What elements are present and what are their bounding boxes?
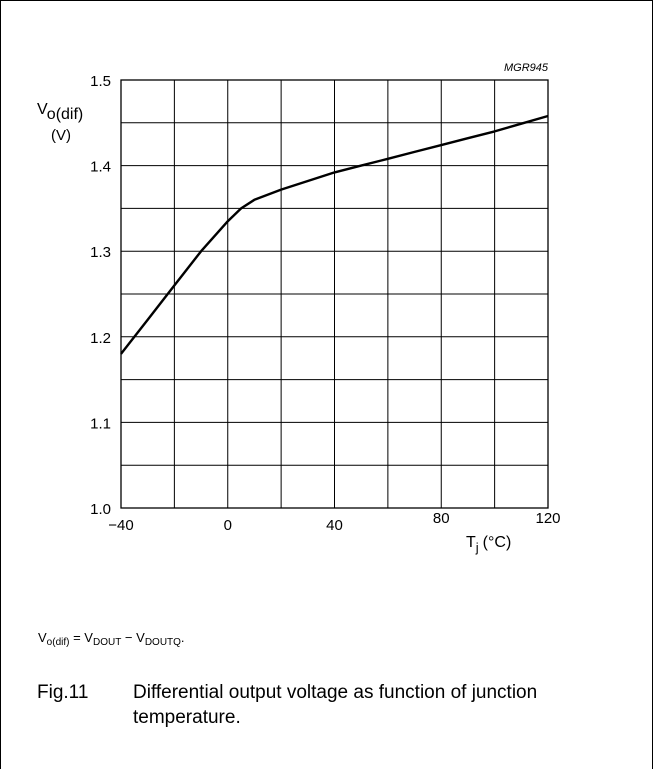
figure-caption-text: Differential output voltage as function … — [133, 682, 538, 728]
y-tick-label: 1.5 — [90, 73, 111, 90]
line-chart: 1.0 1.1 1.2 1.3 1.4 1.5 −40 0 40 80 120 MGR945 Vo(di… — [37, 62, 561, 555]
formula-equals: = — [69, 630, 85, 645]
formula-term2: V — [136, 630, 145, 645]
x-tick-label: −40 — [108, 517, 133, 534]
y-axis-unit: (V) — [51, 127, 71, 144]
x-tick-label: 40 — [326, 517, 343, 534]
x-tick-label: 0 — [224, 517, 232, 534]
x-tick-label: 120 — [535, 510, 560, 527]
formula-lhs: V — [38, 630, 47, 645]
formula-term1: V — [84, 630, 93, 645]
x-axis-label: Tj (°C) — [466, 534, 511, 555]
formula-term1-subscript: DOUT — [92, 637, 122, 648]
figure-code: MGR945 — [504, 62, 549, 74]
figure-number: Fig.11 — [37, 682, 89, 703]
x-tick-label: 80 — [433, 510, 450, 527]
formula-period: . — [180, 630, 185, 645]
y-axis-label: Vo(dif) — [37, 101, 83, 123]
series-line-0 — [120, 114, 549, 355]
y-tick-label: 1.0 — [90, 501, 111, 518]
plot-border — [120, 79, 549, 509]
y-tick-label: 1.2 — [90, 330, 111, 347]
y-tick-label: 1.1 — [90, 415, 111, 432]
formula-term2-subscript: DOUTQ — [144, 637, 181, 648]
formula-lhs-subscript: o(dif) — [46, 637, 70, 648]
formula-minus: − — [121, 630, 137, 645]
y-tick-label: 1.4 — [90, 159, 111, 176]
y-tick-label: 1.3 — [90, 244, 111, 261]
formula-note: Vo(dif) = VDOUT − VDOUTQ. — [38, 630, 185, 648]
grid-lines — [121, 80, 548, 508]
